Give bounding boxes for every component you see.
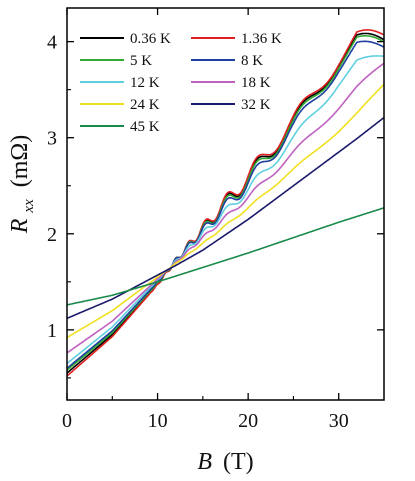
- legend-label-45-k: 45 K: [130, 119, 160, 135]
- legend-entry-24-k: 24 K: [80, 97, 160, 113]
- y-axis-symbol: R: [7, 218, 33, 234]
- series-line-45-k: [66, 207, 384, 306]
- y-axis-unit: (mΩ): [7, 135, 33, 188]
- legend-label-8-k: 8 K: [241, 53, 263, 69]
- x-axis-label: B (T): [197, 449, 253, 475]
- x-axis-symbol: B: [197, 449, 212, 475]
- x-tick-label-30: 30: [329, 410, 349, 432]
- x-axis-unit: (T): [223, 449, 254, 475]
- series-line-1-36-k: [66, 29, 384, 377]
- legend-entry-45-k: 45 K: [80, 119, 160, 135]
- x-tick-label-10: 10: [148, 410, 168, 432]
- legend-entry-12-k: 12 K: [80, 75, 160, 91]
- x-tick-label-20: 20: [238, 410, 258, 432]
- plot-frame: [66, 7, 385, 401]
- legend-label-18-k: 18 K: [241, 75, 271, 91]
- legend-label-32-k: 32 K: [241, 97, 271, 113]
- legend-entry-0-36-k: 0.36 K: [80, 31, 171, 47]
- series-line-32-k: [66, 117, 385, 320]
- legend-label-24-k: 24 K: [130, 97, 160, 113]
- y-axis-subscript: xx: [21, 199, 37, 214]
- y-tick-label-2: 2: [47, 224, 57, 246]
- legend-label-0-36-k: 0.36 K: [130, 31, 171, 47]
- series-line-8-k: [66, 40, 384, 369]
- series-line-24-k: [66, 84, 385, 339]
- series-curves: [66, 29, 385, 377]
- legend: 0.36 K 1.36 K 5 K 8 K 12 K 18 K 24 K 32 K 45 K: [80, 31, 282, 135]
- legend-entry-8-k: 8 K: [191, 53, 263, 69]
- axis-ticks: 0 10 20 30 1 2 3 4: [47, 8, 384, 432]
- legend-label-12-k: 12 K: [130, 75, 160, 91]
- legend-entry-18-k: 18 K: [191, 75, 271, 91]
- x-tick-label-0: 0: [62, 410, 72, 432]
- series-line-12-k: [66, 55, 384, 365]
- legend-entry-5-k: 5 K: [80, 53, 152, 69]
- legend-entry-1-36-k: 1.36 K: [191, 31, 282, 47]
- y-tick-label-4: 4: [47, 32, 57, 54]
- legend-label-1-36-k: 1.36 K: [241, 31, 282, 47]
- y-axis-label: R xx (mΩ): [7, 135, 39, 235]
- series-line-18-k: [66, 62, 385, 354]
- legend-label-5-k: 5 K: [130, 53, 152, 69]
- y-tick-label-3: 3: [47, 128, 57, 150]
- series-line-5-k: [66, 34, 384, 371]
- y-tick-label-1: 1: [47, 320, 57, 342]
- legend-entry-32-k: 32 K: [191, 97, 271, 113]
